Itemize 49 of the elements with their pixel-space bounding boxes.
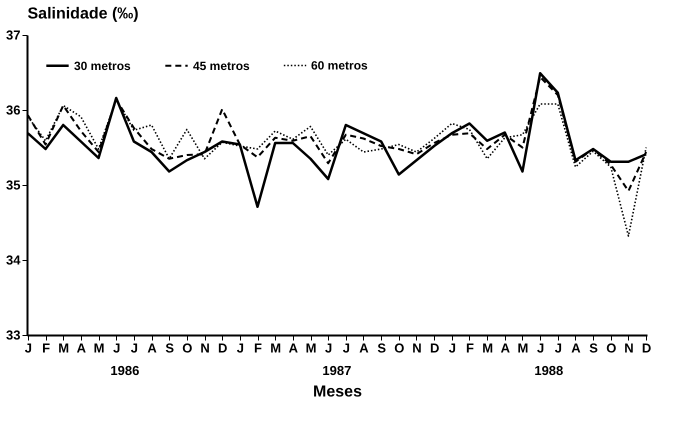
y-axis-title: Salinidade (‰) (28, 6, 139, 22)
x-tick-label: N (624, 340, 634, 356)
y-tick-label: 33 (6, 328, 20, 342)
x-tick-label: J (113, 340, 120, 356)
x-tick-label: M (482, 340, 494, 356)
y-tick-label: 34 (6, 252, 22, 268)
text: 1986 (110, 363, 140, 378)
x-tick-label: F (254, 340, 262, 356)
x-tick-label: J (325, 340, 332, 356)
x-tick-label: N (412, 340, 422, 356)
x-tick-label: J (554, 340, 562, 356)
x-tick-label: A (500, 340, 511, 356)
x-tick-label: A (359, 340, 370, 356)
x-tick-label: D (430, 340, 440, 356)
x-tick-label: D (218, 340, 228, 356)
x-tick-label: N (200, 340, 210, 356)
x-tick-label: M (306, 340, 316, 356)
x-tick-label: J (448, 340, 456, 356)
legend-label: 60 metros (311, 58, 368, 72)
x-tick-label: S (377, 340, 386, 356)
text: 1988 (534, 363, 564, 378)
legend-label: 45 metros (193, 58, 250, 73)
x-tick-label: M (58, 340, 70, 356)
x-tick-label: S (589, 340, 598, 356)
x-tick-label: J (24, 340, 32, 356)
x-tick-label: F (466, 340, 474, 356)
x-tick-label: M (270, 340, 282, 356)
x-tick-label: A (147, 340, 158, 356)
x-tick-label: J (130, 340, 138, 356)
legend-label: 30 metros (74, 58, 132, 73)
x-tick-label: O (394, 340, 404, 356)
text: 1987 (322, 363, 352, 378)
x-tick-label: D (642, 340, 652, 356)
y-tick-label: 37 (6, 28, 20, 42)
y-tick-label: 35 (6, 178, 20, 192)
x-tick-label: J (236, 340, 244, 356)
x-tick-label: O (182, 340, 192, 356)
x-tick-label: O (606, 340, 616, 356)
x-axis-title: Meses (313, 384, 362, 400)
x-tick-label: F (42, 340, 50, 356)
x-tick-label: M (94, 340, 104, 356)
y-tick-label: 36 (6, 102, 20, 118)
x-tick-label: J (342, 340, 350, 356)
x-tick-label: M (518, 340, 528, 356)
x-tick-label: A (76, 340, 87, 356)
x-tick-label: A (288, 340, 299, 356)
x-tick-label: J (537, 340, 544, 356)
x-tick-label: S (165, 340, 174, 356)
x-tick-label: A (571, 340, 582, 356)
